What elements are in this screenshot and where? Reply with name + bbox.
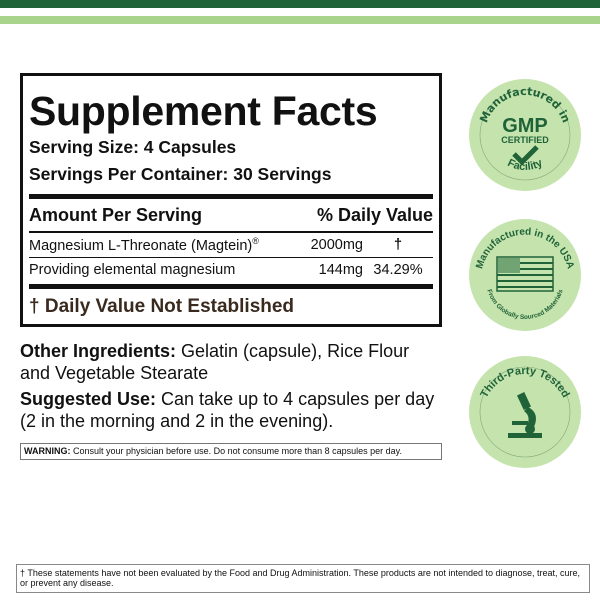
warning-box: WARNING: Consult your physician before u… bbox=[20, 443, 442, 460]
badge-bottom-text: Facility bbox=[506, 157, 546, 173]
third-party-badge: Third-Party Tested bbox=[469, 356, 581, 468]
divider bbox=[29, 194, 433, 199]
other-ingredients: Other Ingredients: Gelatin (capsule), Ri… bbox=[20, 340, 440, 384]
serving-size: Serving Size: 4 Capsules bbox=[29, 137, 237, 157]
top-dark-stripe bbox=[0, 0, 600, 8]
nutrient-name: Magnesium L-Threonate (Magtein) bbox=[29, 237, 253, 254]
dv-note: † Daily Value Not Established bbox=[29, 296, 295, 317]
nutrient-row: Magnesium L-Threonate (Magtein)® 2000mg … bbox=[29, 233, 433, 257]
divider bbox=[29, 284, 433, 289]
badge-main-text: GMP bbox=[502, 115, 548, 137]
other-text: Gelatin (capsule), Rice Flour and Vegeta… bbox=[20, 341, 410, 383]
divider bbox=[29, 231, 433, 233]
nutrient-name: Providing elemental magnesium bbox=[29, 262, 236, 278]
servings-per-container: Servings Per Container: 30 Servings bbox=[29, 164, 332, 184]
nutrient-amount: 2000mg bbox=[310, 237, 363, 253]
checkmark-icon bbox=[512, 145, 539, 166]
dv-header: % Daily Value bbox=[316, 204, 433, 225]
nutrient-dv: 34.29% bbox=[373, 262, 423, 278]
svg-text:Facility: Facility bbox=[506, 157, 546, 173]
use-label: Suggested Use: bbox=[20, 389, 157, 409]
other-label: Other Ingredients: bbox=[20, 341, 177, 361]
nutrient-dv: † bbox=[393, 237, 403, 253]
fda-disclaimer: † These statements have not been evaluat… bbox=[16, 564, 590, 593]
use-text: Can take up to 4 capsules per day (2 in … bbox=[20, 389, 435, 431]
top-light-stripe bbox=[0, 16, 600, 24]
warning-label: WARNING: bbox=[24, 446, 71, 456]
nutrient-row: Providing elemental magnesium 144mg 34.2… bbox=[29, 258, 433, 282]
nutrient-amount: 144mg bbox=[318, 262, 363, 278]
suggested-use: Suggested Use: Can take up to 4 capsules… bbox=[20, 388, 440, 432]
registered-mark: ® bbox=[252, 236, 259, 247]
us-flag-icon bbox=[496, 256, 554, 292]
microscope-icon bbox=[508, 392, 542, 438]
usa-badge: Manufactured in the USA From Globally So… bbox=[469, 219, 581, 331]
badge-sub-text: CERTIFIED bbox=[501, 135, 549, 145]
divider bbox=[29, 257, 433, 258]
warning-text: Consult your physician before use. Do no… bbox=[70, 446, 403, 456]
amount-header: Amount Per Serving bbox=[29, 204, 203, 225]
gmp-badge: Manufactured in GMP CERTIFIED Facility bbox=[469, 79, 581, 191]
facts-header: Amount Per Serving % Daily Value bbox=[29, 199, 433, 231]
facts-title: Supplement Facts bbox=[29, 88, 378, 134]
supplement-facts-panel: Supplement Facts Serving Size: 4 Capsule… bbox=[20, 73, 442, 327]
